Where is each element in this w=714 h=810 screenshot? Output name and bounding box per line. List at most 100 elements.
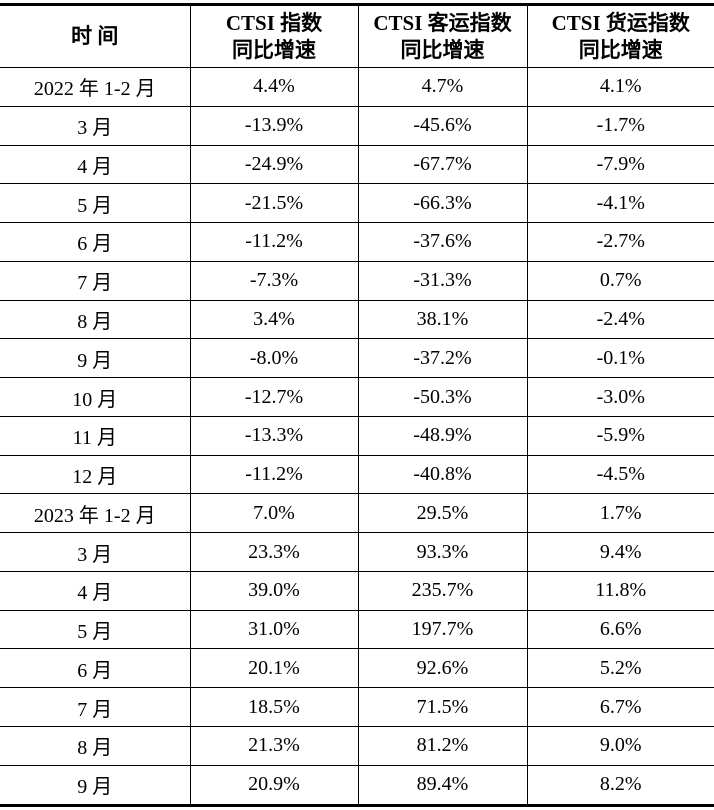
header-time: 时 间 bbox=[0, 4, 190, 68]
header-passenger-index-line2: 同比增速 bbox=[400, 37, 485, 62]
header-passenger-index-line1: CTSI 客运指数 bbox=[373, 10, 512, 35]
value-cell: -67.7% bbox=[357, 145, 527, 185]
table-row: 3 月 23.3% 93.3% 9.4% bbox=[0, 532, 714, 572]
table-row: 7 月 -7.3% -31.3% 0.7% bbox=[0, 261, 714, 301]
value-cell: 29.5% bbox=[357, 493, 527, 534]
value-cell: 8.2% bbox=[526, 765, 714, 806]
period-cell: 6 月 bbox=[0, 222, 190, 262]
value-cell: -37.2% bbox=[357, 338, 527, 379]
value-cell: 20.9% bbox=[189, 765, 358, 806]
table-row: 8 月 3.4% 38.1% -2.4% bbox=[0, 300, 714, 340]
value-cell: -21.5% bbox=[189, 183, 358, 224]
table-header: 时 间 CTSI 指数 同比增速 CTSI 客运指数 同比增速 CTSI 货运指… bbox=[0, 4, 714, 68]
table-row: 2023 年 1-2 月 7.0% 29.5% 1.7% bbox=[0, 493, 714, 534]
table-row: 4 月 39.0% 235.7% 11.8% bbox=[0, 571, 714, 611]
value-cell: -3.0% bbox=[526, 377, 714, 417]
value-cell: -48.9% bbox=[357, 416, 527, 456]
table-row: 11 月 -13.3% -48.9% -5.9% bbox=[0, 416, 714, 456]
period-cell: 6 月 bbox=[0, 648, 190, 689]
value-cell: 89.4% bbox=[357, 765, 527, 806]
period-cell: 5 月 bbox=[0, 183, 190, 224]
value-cell: 197.7% bbox=[357, 610, 527, 650]
value-cell: 92.6% bbox=[357, 648, 527, 689]
table-row: 12 月 -11.2% -40.8% -4.5% bbox=[0, 455, 714, 495]
value-cell: 4.7% bbox=[357, 67, 527, 107]
header-freight-index: CTSI 货运指数 同比增速 bbox=[526, 4, 714, 68]
value-cell: -40.8% bbox=[357, 455, 527, 495]
value-cell: 81.2% bbox=[357, 726, 527, 766]
period-cell: 3 月 bbox=[0, 106, 190, 146]
value-cell: -12.7% bbox=[189, 377, 358, 417]
period-cell: 7 月 bbox=[0, 687, 190, 728]
header-freight-index-line1: CTSI 货运指数 bbox=[551, 10, 690, 35]
value-cell: 31.0% bbox=[189, 610, 358, 650]
table-row: 3 月 -13.9% -45.6% -1.7% bbox=[0, 106, 714, 146]
value-cell: -7.3% bbox=[189, 261, 358, 301]
value-cell: -13.9% bbox=[189, 106, 358, 146]
table-body: 2022 年 1-2 月 4.4% 4.7% 4.1% 3 月 -13.9% -45.6% -… bbox=[0, 67, 714, 806]
table-row: 7 月 18.5% 71.5% 6.7% bbox=[0, 687, 714, 728]
value-cell: -8.0% bbox=[189, 338, 358, 379]
period-cell: 4 月 bbox=[0, 571, 190, 611]
value-cell: 7.0% bbox=[189, 493, 358, 534]
value-cell: 93.3% bbox=[357, 532, 527, 572]
value-cell: -2.7% bbox=[526, 222, 714, 262]
table-row: 9 月 20.9% 89.4% 8.2% bbox=[0, 765, 714, 806]
ctsi-growth-table: 时 间 CTSI 指数 同比增速 CTSI 客运指数 同比增速 CTSI 货运指… bbox=[0, 3, 714, 807]
period-cell: 2022 年 1-2 月 bbox=[0, 67, 190, 107]
value-cell: 0.7% bbox=[526, 261, 714, 301]
table-row: 4 月 -24.9% -67.7% -7.9% bbox=[0, 145, 714, 185]
period-cell: 4 月 bbox=[0, 145, 190, 185]
period-cell: 5 月 bbox=[0, 610, 190, 650]
value-cell: 3.4% bbox=[189, 300, 358, 340]
header-passenger-index: CTSI 客运指数 同比增速 bbox=[357, 4, 527, 68]
period-cell: 8 月 bbox=[0, 300, 190, 340]
value-cell: 21.3% bbox=[189, 726, 358, 766]
value-cell: 9.4% bbox=[526, 532, 714, 572]
value-cell: -5.9% bbox=[526, 416, 714, 456]
header-ctsi-index: CTSI 指数 同比增速 bbox=[189, 4, 358, 68]
header-ctsi-index-line2: 同比增速 bbox=[232, 37, 316, 62]
value-cell: -24.9% bbox=[189, 145, 358, 185]
table-row: 10 月 -12.7% -50.3% -3.0% bbox=[0, 377, 714, 417]
period-cell: 11 月 bbox=[0, 416, 190, 456]
period-cell: 3 月 bbox=[0, 532, 190, 572]
value-cell: 235.7% bbox=[357, 571, 527, 611]
period-cell: 8 月 bbox=[0, 726, 190, 766]
table-row: 6 月 -11.2% -37.6% -2.7% bbox=[0, 222, 714, 262]
value-cell: 18.5% bbox=[189, 687, 358, 728]
period-cell: 7 月 bbox=[0, 261, 190, 301]
value-cell: -50.3% bbox=[357, 377, 527, 417]
period-cell: 9 月 bbox=[77, 776, 113, 799]
value-cell: -11.2% bbox=[189, 455, 358, 495]
value-cell: -37.6% bbox=[357, 222, 527, 262]
value-cell: 20.1% bbox=[189, 648, 358, 689]
value-cell: -13.3% bbox=[189, 416, 358, 456]
table-row: 8 月 21.3% 81.2% 9.0% bbox=[0, 726, 714, 766]
value-cell: 1.7% bbox=[526, 493, 714, 534]
header-time-label: 时 间 bbox=[71, 24, 119, 48]
table-row: 6 月 20.1% 92.6% 5.2% bbox=[0, 648, 714, 689]
value-cell: 5.2% bbox=[526, 648, 714, 689]
value-cell: -45.6% bbox=[357, 106, 527, 146]
table-row: 9 月 -8.0% -37.2% -0.1% bbox=[0, 338, 714, 379]
period-cell: 9 月 bbox=[0, 338, 190, 379]
value-cell: -1.7% bbox=[526, 106, 714, 146]
value-cell: 71.5% bbox=[357, 687, 527, 728]
value-cell: -4.1% bbox=[526, 183, 714, 224]
value-cell: 38.1% bbox=[357, 300, 527, 340]
value-cell: -4.5% bbox=[526, 455, 714, 495]
value-cell: -7.9% bbox=[526, 145, 714, 185]
value-cell: 4.1% bbox=[526, 67, 714, 107]
value-cell: 39.0% bbox=[189, 571, 358, 611]
value-cell: 6.7% bbox=[526, 687, 714, 728]
value-cell: -31.3% bbox=[357, 261, 527, 301]
table-row: 5 月 31.0% 197.7% 6.6% bbox=[0, 610, 714, 650]
header-row: 时 间 CTSI 指数 同比增速 CTSI 客运指数 同比增速 CTSI 货运指… bbox=[0, 4, 714, 68]
value-cell: 4.4% bbox=[189, 67, 358, 107]
table-row: 5 月 -21.5% -66.3% -4.1% bbox=[0, 183, 714, 224]
table-row: 2022 年 1-2 月 4.4% 4.7% 4.1% bbox=[0, 67, 714, 107]
value-cell: 23.3% bbox=[189, 532, 358, 572]
value-cell: -66.3% bbox=[357, 183, 527, 224]
